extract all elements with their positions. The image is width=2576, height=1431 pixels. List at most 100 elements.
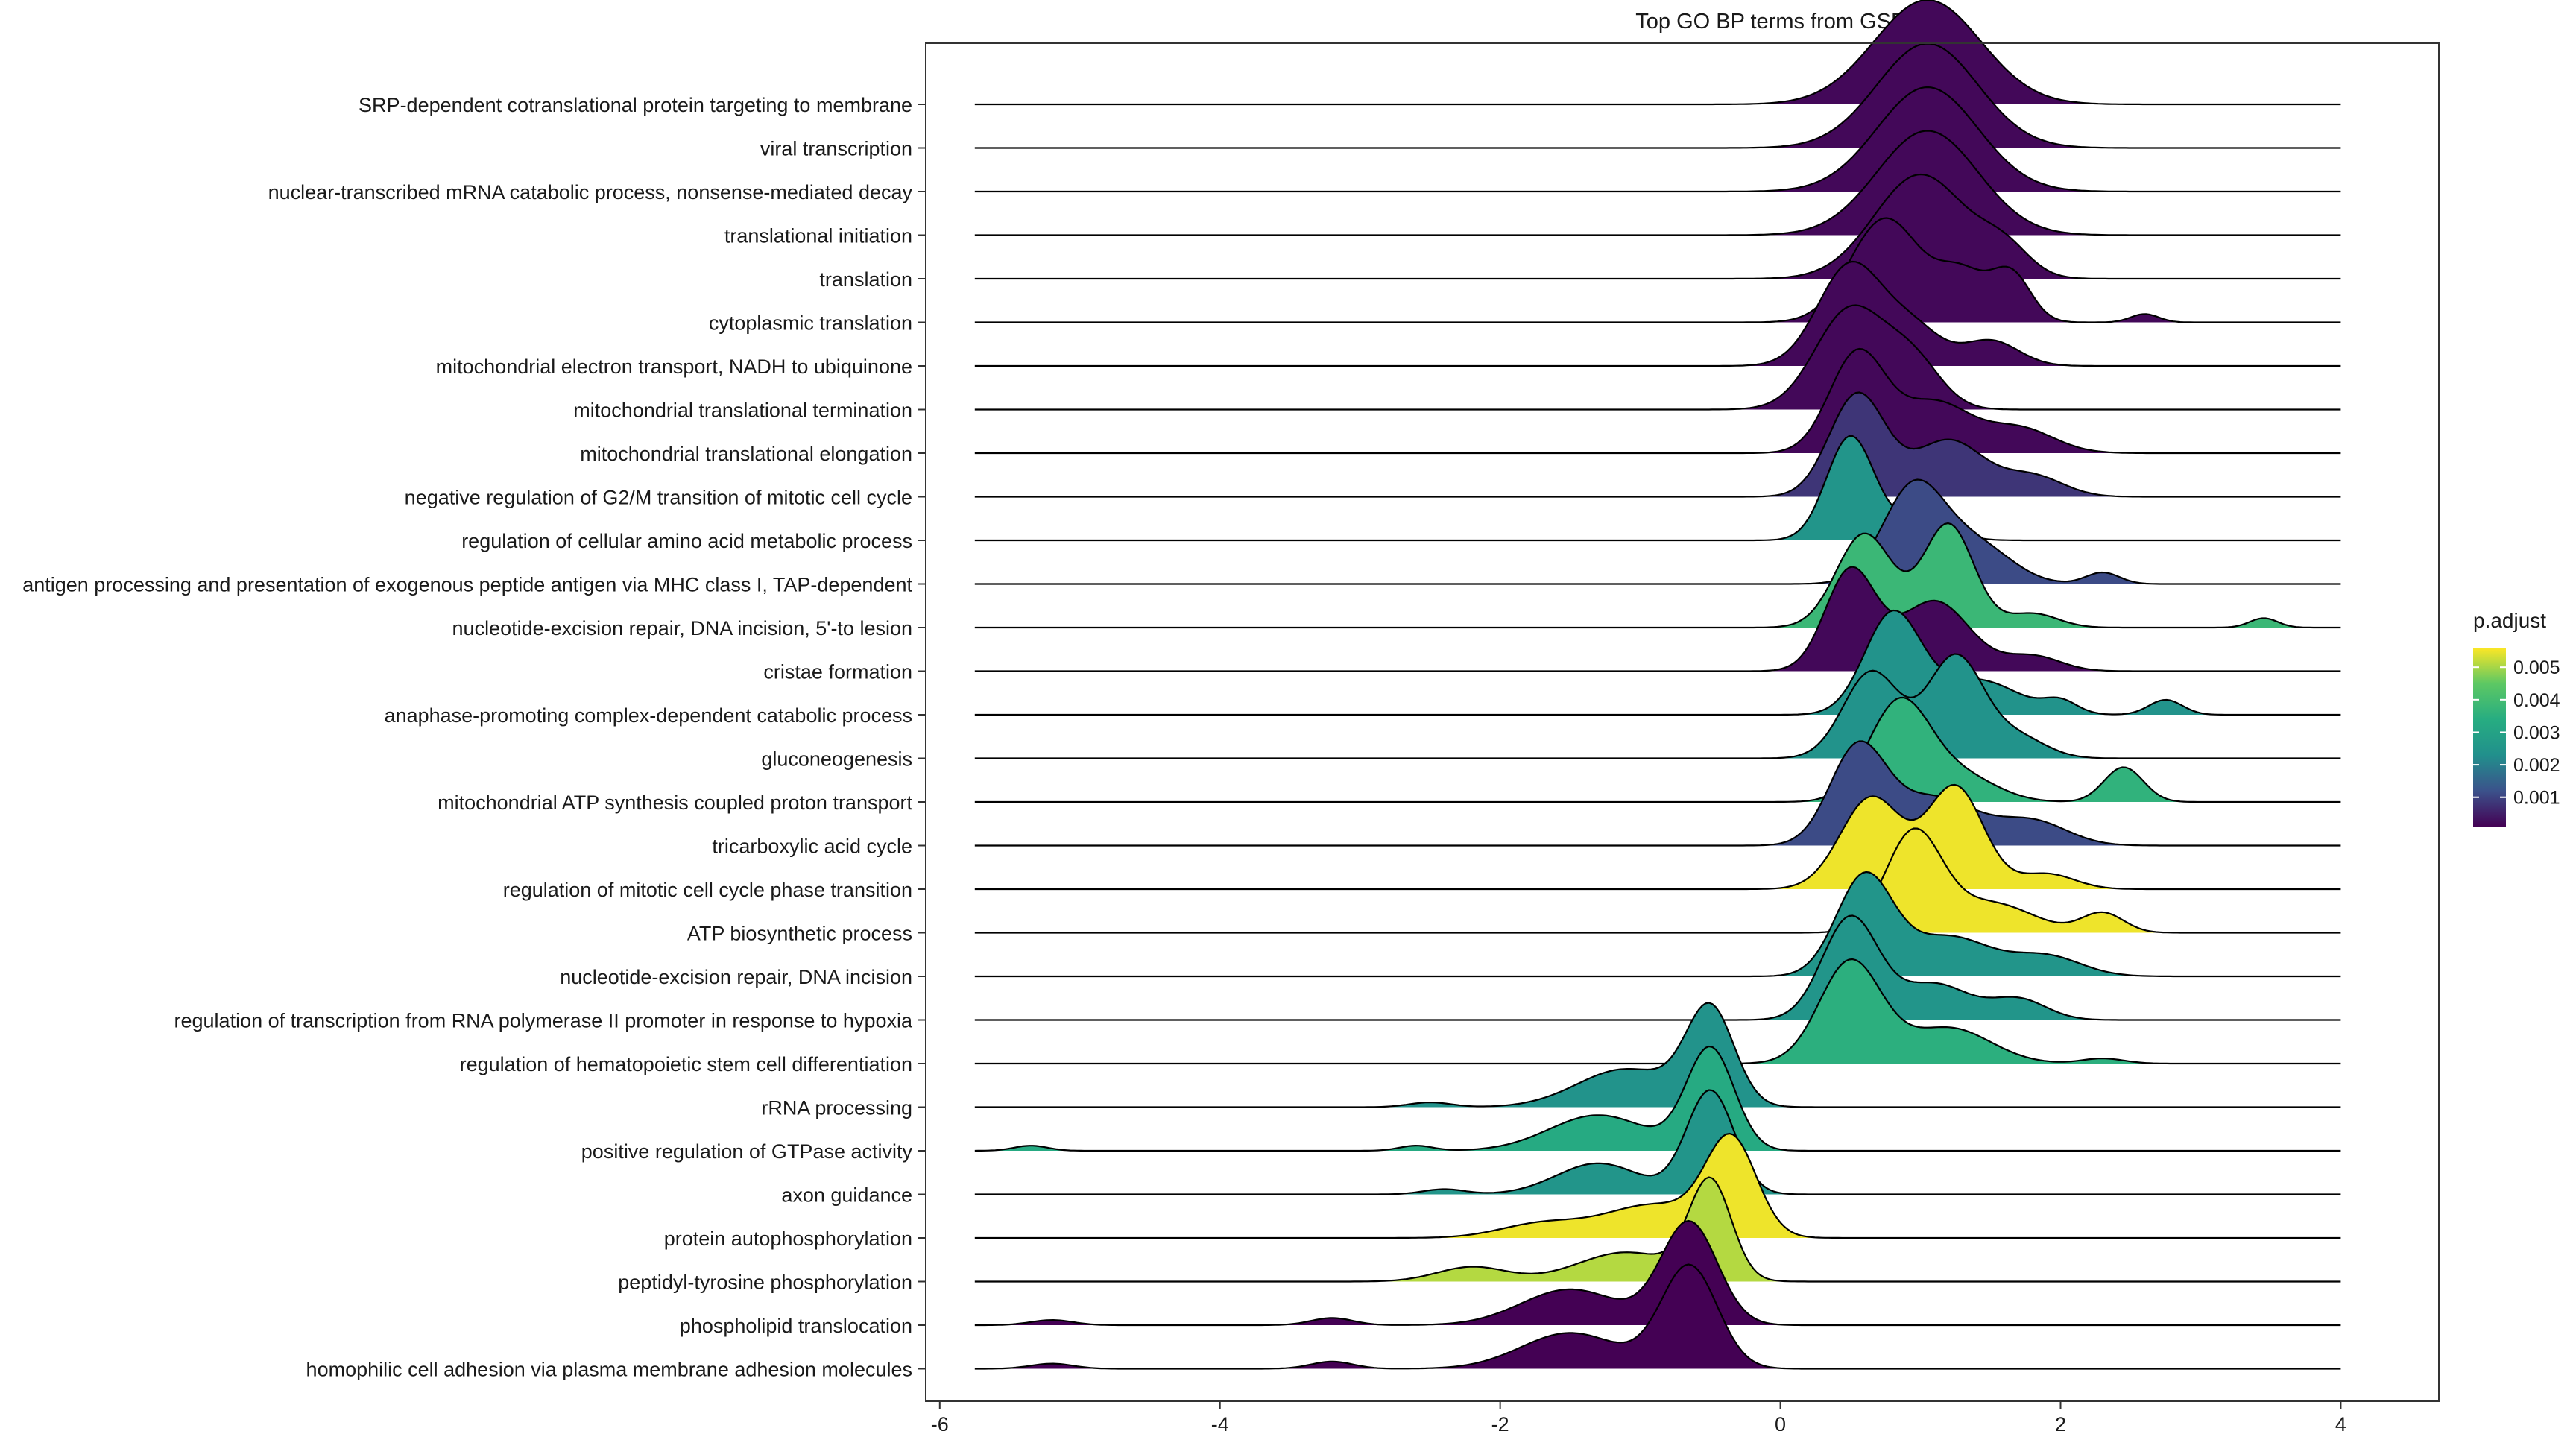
ridge <box>974 173 2341 280</box>
ridge-fill <box>974 174 2341 279</box>
ridge-layer <box>974 0 2341 1370</box>
ridge-fill <box>974 1046 2341 1151</box>
ridge <box>974 1219 2341 1327</box>
ridge-outline <box>974 653 2341 759</box>
ridge-outline <box>974 871 2341 978</box>
x-tick-label: 0 <box>1775 1413 1786 1431</box>
ridge-outline <box>974 1219 2341 1327</box>
ridge <box>974 1132 2341 1239</box>
ridge-outline <box>974 1176 2341 1283</box>
ridge-outline <box>974 566 2341 672</box>
ridge-fill <box>974 0 2341 104</box>
ridge-fill <box>974 741 2341 846</box>
x-tick-label: -2 <box>1491 1413 1509 1431</box>
ridge <box>974 566 2341 672</box>
x-tick-label: 4 <box>2335 1413 2346 1431</box>
ridge <box>974 130 2341 236</box>
ridge-outline <box>974 347 2341 455</box>
ridge <box>974 958 2341 1065</box>
ridge <box>974 391 2341 498</box>
ridge-outline <box>974 130 2341 236</box>
ridge <box>974 435 2341 542</box>
ridge <box>974 260 2341 367</box>
y-tick-label: mitochondrial translational elongation <box>580 443 912 465</box>
y-tick-label: antigen processing and presentation of e… <box>22 574 912 596</box>
ridge <box>974 304 2341 411</box>
y-tick-label: translation <box>819 268 912 291</box>
y-tick-label: regulation of hematopoietic stem cell di… <box>460 1053 912 1075</box>
legend-tick-label: 0.004 <box>2513 690 2560 711</box>
ridge <box>974 696 2341 803</box>
ridge-fill <box>974 1221 2341 1325</box>
y-tick-label: rRNA processing <box>761 1097 912 1119</box>
ridge-outline <box>974 827 2341 934</box>
plot-panel-border <box>925 42 2440 1402</box>
x-tick-label: -4 <box>1211 1413 1229 1431</box>
ridge-outline <box>974 217 2341 323</box>
ridge-fill <box>974 43 2341 148</box>
ridge <box>974 1089 2341 1195</box>
ridge <box>974 0 2341 106</box>
ridge-fill <box>974 87 2341 192</box>
ridge-outline <box>974 1263 2341 1370</box>
y-tick-label: mitochondrial electron transport, NADH t… <box>436 356 912 378</box>
ridge-fill <box>974 654 2341 759</box>
ridge <box>974 217 2341 323</box>
legend-tick-label: 0.001 <box>2513 788 2560 809</box>
legend-title: p.adjust <box>2473 609 2546 632</box>
x-axis: -6 -4 -2 0 2 4 <box>931 1401 2346 1431</box>
y-tick-label: regulation of transcription from RNA pol… <box>174 1010 913 1032</box>
ridge <box>974 783 2341 891</box>
y-tick-label: phospholipid translocation <box>680 1315 912 1337</box>
ridge-fill <box>974 392 2341 497</box>
y-tick-label: ATP biosynthetic process <box>687 923 912 945</box>
legend-ticks: 0.005 0.004 0.003 0.002 0.001 <box>2473 657 2560 809</box>
y-axis: SRP-dependent cotranslational protein ta… <box>22 94 926 1381</box>
y-tick-label: anaphase-promoting complex-dependent cat… <box>385 704 912 727</box>
ridge <box>974 1002 2341 1108</box>
ridge <box>974 827 2341 934</box>
ridge-outline <box>974 1002 2341 1108</box>
y-tick-label: nuclear-transcribed mRNA catabolic proce… <box>268 181 913 203</box>
ridge <box>974 871 2341 978</box>
ridge-fill <box>974 130 2341 236</box>
ridge-fill <box>974 1134 2341 1238</box>
y-tick-label: cytoplasmic translation <box>709 312 912 335</box>
y-tick-label: mitochondrial translational termination <box>573 399 912 422</box>
ridge-outline <box>974 958 2341 1065</box>
ridge-fill <box>974 1002 2341 1108</box>
ridge-outline <box>974 391 2341 498</box>
legend-tick-label: 0.005 <box>2513 657 2560 678</box>
y-tick-label: peptidyl-tyrosine phosphorylation <box>618 1272 912 1294</box>
ridge <box>974 914 2341 1021</box>
ridge <box>974 1263 2341 1370</box>
ridge <box>974 522 2341 629</box>
y-tick-label: viral transcription <box>760 138 912 160</box>
x-tick-label: -6 <box>931 1413 949 1431</box>
ridge-fill <box>974 610 2341 715</box>
ridge-outline <box>974 86 2341 193</box>
legend-colorbar <box>2473 648 2506 827</box>
ridge <box>974 609 2341 716</box>
y-tick-label: axon guidance <box>781 1184 912 1207</box>
ridge-fill <box>974 828 2341 933</box>
y-tick-label: nucleotide-excision repair, DNA incision… <box>452 617 912 639</box>
y-tick-label: tricarboxylic acid cycle <box>712 835 912 858</box>
ridge-outline <box>974 0 2341 106</box>
y-tick-label: nucleotide-excision repair, DNA incision <box>560 966 912 988</box>
ridge-outline <box>974 173 2341 280</box>
ridge-outline <box>974 478 2341 585</box>
ridge-fill <box>974 218 2341 323</box>
ridge-fill <box>974 785 2341 889</box>
legend-tick-label: 0.002 <box>2513 755 2560 776</box>
ridge-outline <box>974 304 2341 411</box>
ridge-outline <box>974 42 2341 149</box>
ridge-fill <box>974 1177 2341 1282</box>
ridge-fill <box>974 479 2341 584</box>
ridge-outline <box>974 522 2341 629</box>
y-tick-label: negative regulation of G2/M transition o… <box>405 487 912 509</box>
y-tick-label: mitochondrial ATP synthesis coupled prot… <box>438 792 912 814</box>
ridge <box>974 347 2341 455</box>
legend: p.adjust 0.005 0.004 0.003 0.002 0.001 <box>2473 609 2560 827</box>
